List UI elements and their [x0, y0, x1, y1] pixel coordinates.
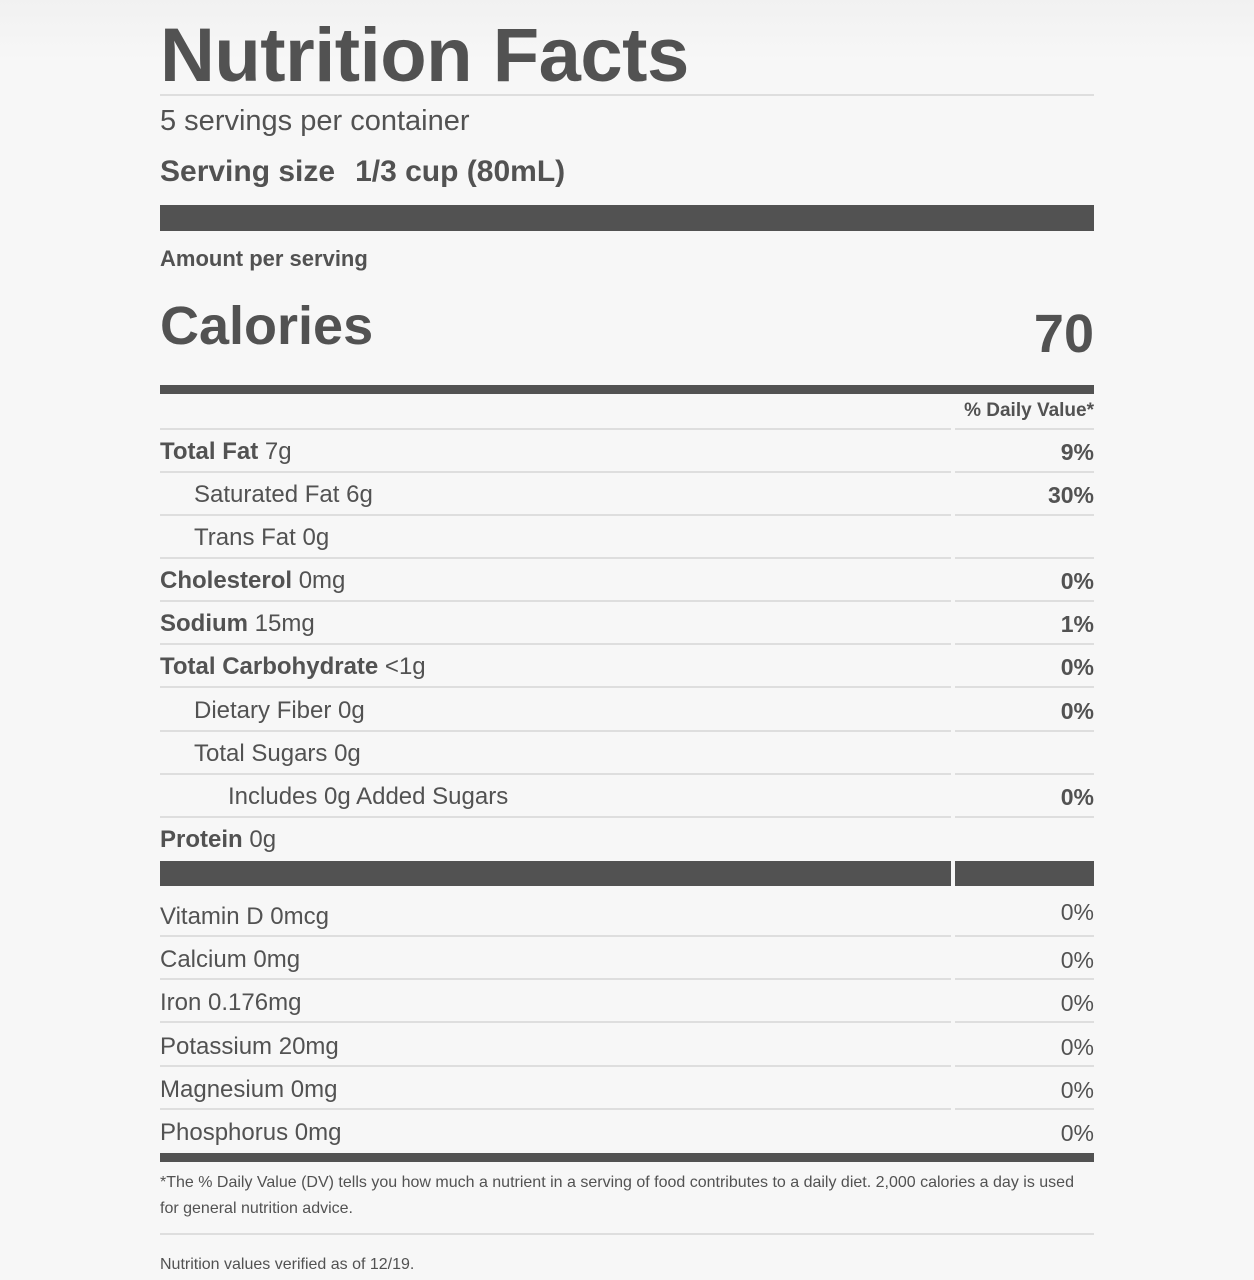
- nutrient-row-total-sugars: Total Sugars 0g: [160, 732, 1094, 775]
- medium-divider: [160, 385, 1094, 394]
- vitamin-dv: 0%: [1060, 1034, 1094, 1060]
- nutrient-row-cholesterol: Cholesterol 0mg 0%: [160, 559, 1094, 602]
- vitamin-name: Calcium: [160, 946, 247, 973]
- nutrient-dv: 0%: [1060, 698, 1094, 724]
- nutrient-row-sodium: Sodium 15mg 1%: [160, 602, 1094, 645]
- vitamin-row-vitamin-d: Vitamin D 0mcg 0%: [160, 894, 1094, 937]
- nutrient-name: Saturated Fat: [194, 481, 340, 508]
- serving-size-value: 1/3 cup (80mL): [355, 155, 566, 188]
- thick-divider: [160, 861, 951, 886]
- nutrient-name: Protein: [160, 826, 243, 853]
- nutrient-amount: <1g: [384, 653, 426, 680]
- nutrient-dv: 30%: [1047, 482, 1094, 508]
- vitamin-amount: 0mcg: [270, 903, 329, 930]
- amount-per-serving: Amount per serving: [160, 246, 368, 271]
- vitamin-dv: 0%: [1060, 899, 1094, 925]
- divider: [160, 1233, 1094, 1235]
- vitamin-dv: 0%: [1060, 990, 1094, 1016]
- verified-date-note: Nutrition values verified as of 12/19.: [160, 1256, 415, 1273]
- vitamin-row-phosphorus: Phosphorus 0mg 0%: [160, 1110, 1094, 1153]
- nutrient-row-added-sugars: Includes 0g Added Sugars 0%: [160, 775, 1094, 818]
- divider: [160, 428, 951, 430]
- daily-value-footnote: *The % Daily Value (DV) tells you how mu…: [160, 1174, 1074, 1217]
- nutrient-dv: 0%: [1060, 784, 1094, 810]
- nutrient-dv: 9%: [1060, 439, 1094, 465]
- nutrient-name: Trans Fat: [194, 524, 296, 551]
- nutrient-amount: 0mg: [298, 567, 346, 594]
- divider: [955, 428, 1094, 430]
- nutrient-row-protein: Protein 0g: [160, 818, 1094, 861]
- nutrient-name: Total Fat: [160, 438, 259, 465]
- serving-size-label: Serving size: [160, 155, 336, 188]
- nutrient-name: Cholesterol: [160, 567, 293, 594]
- vitamin-amount: 0mg: [290, 1076, 338, 1103]
- thick-divider: [955, 861, 1094, 886]
- nutrient-dv: 0%: [1060, 654, 1094, 680]
- vitamin-name: Potassium: [160, 1033, 273, 1060]
- vitamin-name: Phosphorus: [160, 1119, 289, 1146]
- vitamin-row-magnesium: Magnesium 0mg 0%: [160, 1067, 1094, 1110]
- nutrient-row-total-carbohydrate: Total Carbohydrate <1g 0%: [160, 645, 1094, 688]
- thick-divider: [160, 205, 1094, 231]
- vitamin-row-iron: Iron 0.176mg 0%: [160, 980, 1094, 1023]
- servings-per-container: 5 servings per container: [160, 105, 470, 137]
- vitamin-name: Vitamin D: [160, 903, 264, 930]
- nutrient-amount: 6g: [346, 481, 373, 508]
- nutrient-amount: 0g: [249, 826, 277, 853]
- nutrient-name: Includes 0g Added Sugars: [228, 783, 509, 810]
- nutrient-row-saturated-fat: Saturated Fat 6g 30%: [160, 473, 1094, 516]
- nutrient-amount: 0g: [334, 740, 361, 767]
- vitamin-dv: 0%: [1060, 1077, 1094, 1103]
- vitamin-amount: 20mg: [278, 1033, 339, 1060]
- nutrient-amount: 15mg: [254, 610, 315, 637]
- vitamin-name: Iron: [160, 989, 202, 1016]
- nutrient-row-total-fat: Total Fat 7g 9%: [160, 430, 1094, 473]
- divider: [160, 94, 1094, 96]
- nutrient-name: Sodium: [160, 610, 248, 637]
- vitamin-dv: 0%: [1060, 947, 1094, 973]
- vitamin-row-calcium: Calcium 0mg 0%: [160, 937, 1094, 980]
- nutrient-dv: 0%: [1060, 568, 1094, 594]
- vitamin-row-potassium: Potassium 20mg 0%: [160, 1024, 1094, 1067]
- nutrient-name: Total Sugars: [194, 740, 328, 767]
- nutrient-amount: 0g: [302, 524, 330, 551]
- nutrient-name: Total Carbohydrate: [160, 653, 379, 680]
- nutrient-row-dietary-fiber: Dietary Fiber 0g 0%: [160, 689, 1094, 732]
- vitamin-amount: 0mg: [294, 1119, 342, 1146]
- calories-value: 70: [1033, 304, 1094, 364]
- nutrition-facts-title: Nutrition Facts: [160, 13, 689, 98]
- medium-divider: [160, 1153, 1094, 1162]
- nutrient-amount: 7g: [264, 438, 292, 465]
- nutrient-name: Dietary Fiber: [194, 697, 332, 724]
- daily-value-header: % Daily Value*: [964, 400, 1094, 421]
- nutrient-amount: 0g: [338, 697, 365, 724]
- vitamin-amount: 0mg: [253, 946, 301, 973]
- calories-label: Calories: [160, 296, 374, 356]
- nutrient-dv: 1%: [1060, 611, 1094, 637]
- vitamin-amount: 0.176mg: [208, 989, 302, 1016]
- vitamin-dv: 0%: [1060, 1120, 1094, 1146]
- nutrient-row-trans-fat: Trans Fat 0g: [160, 516, 1094, 559]
- vitamin-name: Magnesium: [160, 1076, 285, 1103]
- serving-size: Serving size 1/3 cup (80mL): [160, 154, 565, 190]
